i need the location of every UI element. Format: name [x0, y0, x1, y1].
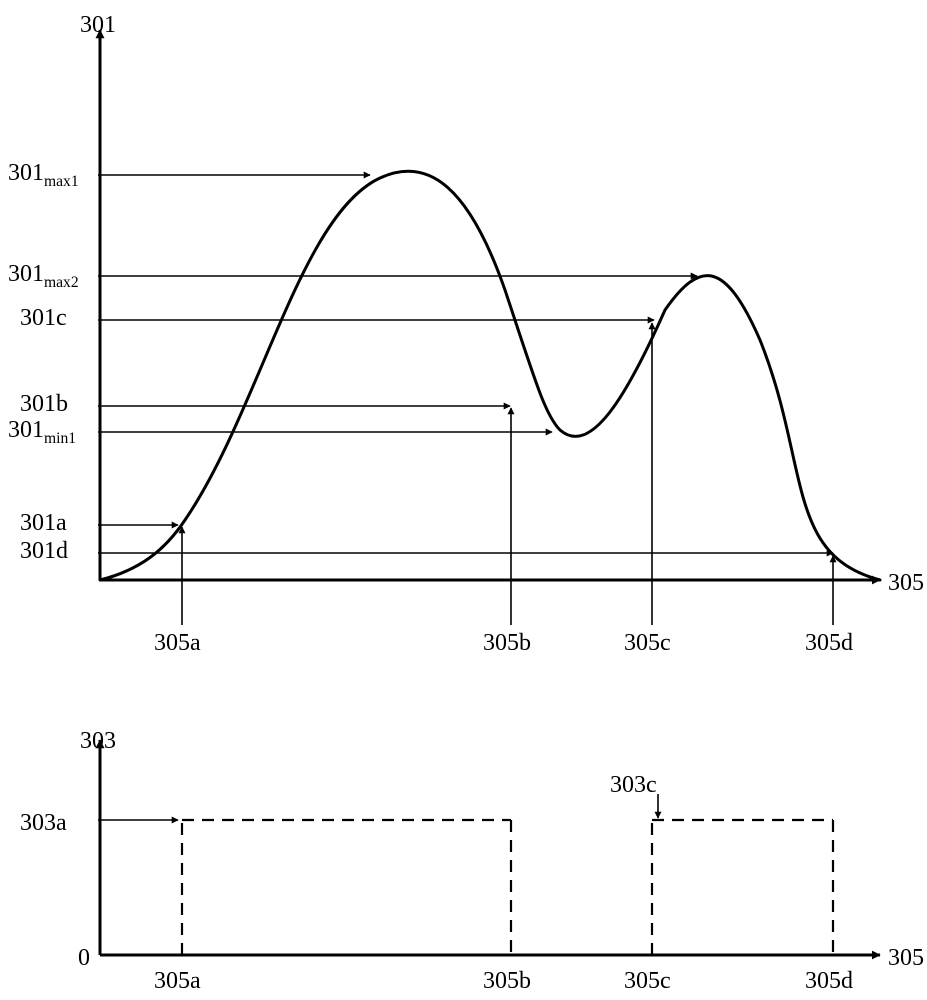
top-y-ptr-d: 301d [20, 538, 68, 565]
bot-x-tick-305a: 305a [154, 968, 201, 995]
bot-level-label-303a: 303a [20, 810, 67, 837]
bot-x-tick-305d: 305d [805, 968, 853, 995]
top-y-ptr-max2: 301max2 [8, 261, 79, 292]
bot-y-axis-label: 303 [80, 728, 116, 755]
top-y-axis-label: 301 [80, 12, 116, 39]
top-y-ptr-a: 301a [20, 510, 67, 537]
top-y-ptr-min1: 301min1 [8, 417, 76, 448]
top-x-ptr-c: 305c [624, 630, 671, 657]
top-x-ptr-d: 305d [805, 630, 853, 657]
top-x-ptr-a: 305a [154, 630, 201, 657]
bot-x-axis-label: 305 [888, 945, 924, 972]
top-x-axis-label: 305 [888, 570, 924, 597]
bot-x-tick-305c: 305c [624, 968, 671, 995]
top-y-ptr-b: 301b [20, 391, 68, 418]
top-y-ptr-c: 301c [20, 305, 67, 332]
bot-x-tick-305b: 305b [483, 968, 531, 995]
top-x-ptr-b: 305b [483, 630, 531, 657]
bot-zero-label: 0 [78, 945, 90, 972]
bot-callout-303c: 303c [610, 772, 657, 799]
top-y-ptr-max1: 301max1 [8, 160, 79, 191]
